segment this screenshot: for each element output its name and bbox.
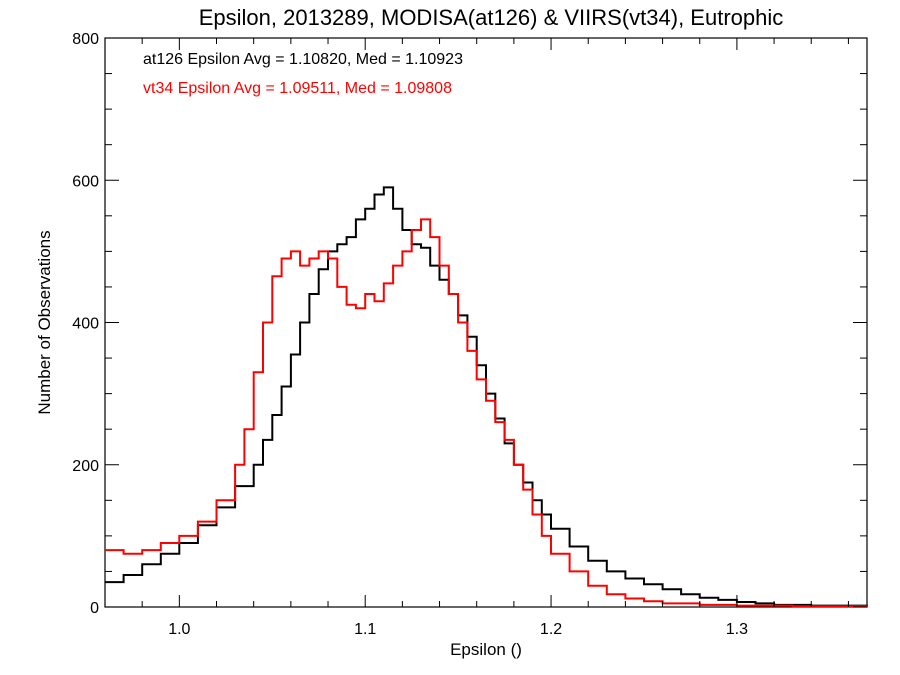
x-axis-label: Epsilon () <box>450 640 522 659</box>
stats-annotation-1: at126 Epsilon Avg = 1.10820, Med = 1.109… <box>143 51 463 68</box>
y-axis-label: Number of Observations <box>35 230 54 414</box>
chart-title: Epsilon, 2013289, MODISA(at126) & VIIRS(… <box>199 5 784 30</box>
x-tick-label: 1.3 <box>726 621 748 638</box>
series-group <box>105 186 868 608</box>
y-tick-label: 400 <box>72 316 99 333</box>
y-tick-label: 200 <box>72 458 99 475</box>
series-line-2 <box>105 218 868 608</box>
series-line-1 <box>105 186 868 607</box>
plot-frame <box>104 37 868 608</box>
annotations-group: at126 Epsilon Avg = 1.10820, Med = 1.109… <box>143 51 463 97</box>
tick-labels-group: 1.0 1.1 1.2 1.3 0 200 400 600 800 <box>72 31 748 638</box>
x-tick-label: 1.1 <box>354 621 376 638</box>
ticks-group <box>104 37 867 608</box>
x-tick-label: 1.0 <box>168 621 190 638</box>
y-tick-label: 600 <box>72 173 99 190</box>
stats-annotation-2: vt34 Epsilon Avg = 1.09511, Med = 1.0980… <box>143 80 452 97</box>
y-tick-label: 800 <box>72 31 99 48</box>
x-tick-label: 1.2 <box>540 621 562 638</box>
y-tick-label: 0 <box>90 600 99 617</box>
